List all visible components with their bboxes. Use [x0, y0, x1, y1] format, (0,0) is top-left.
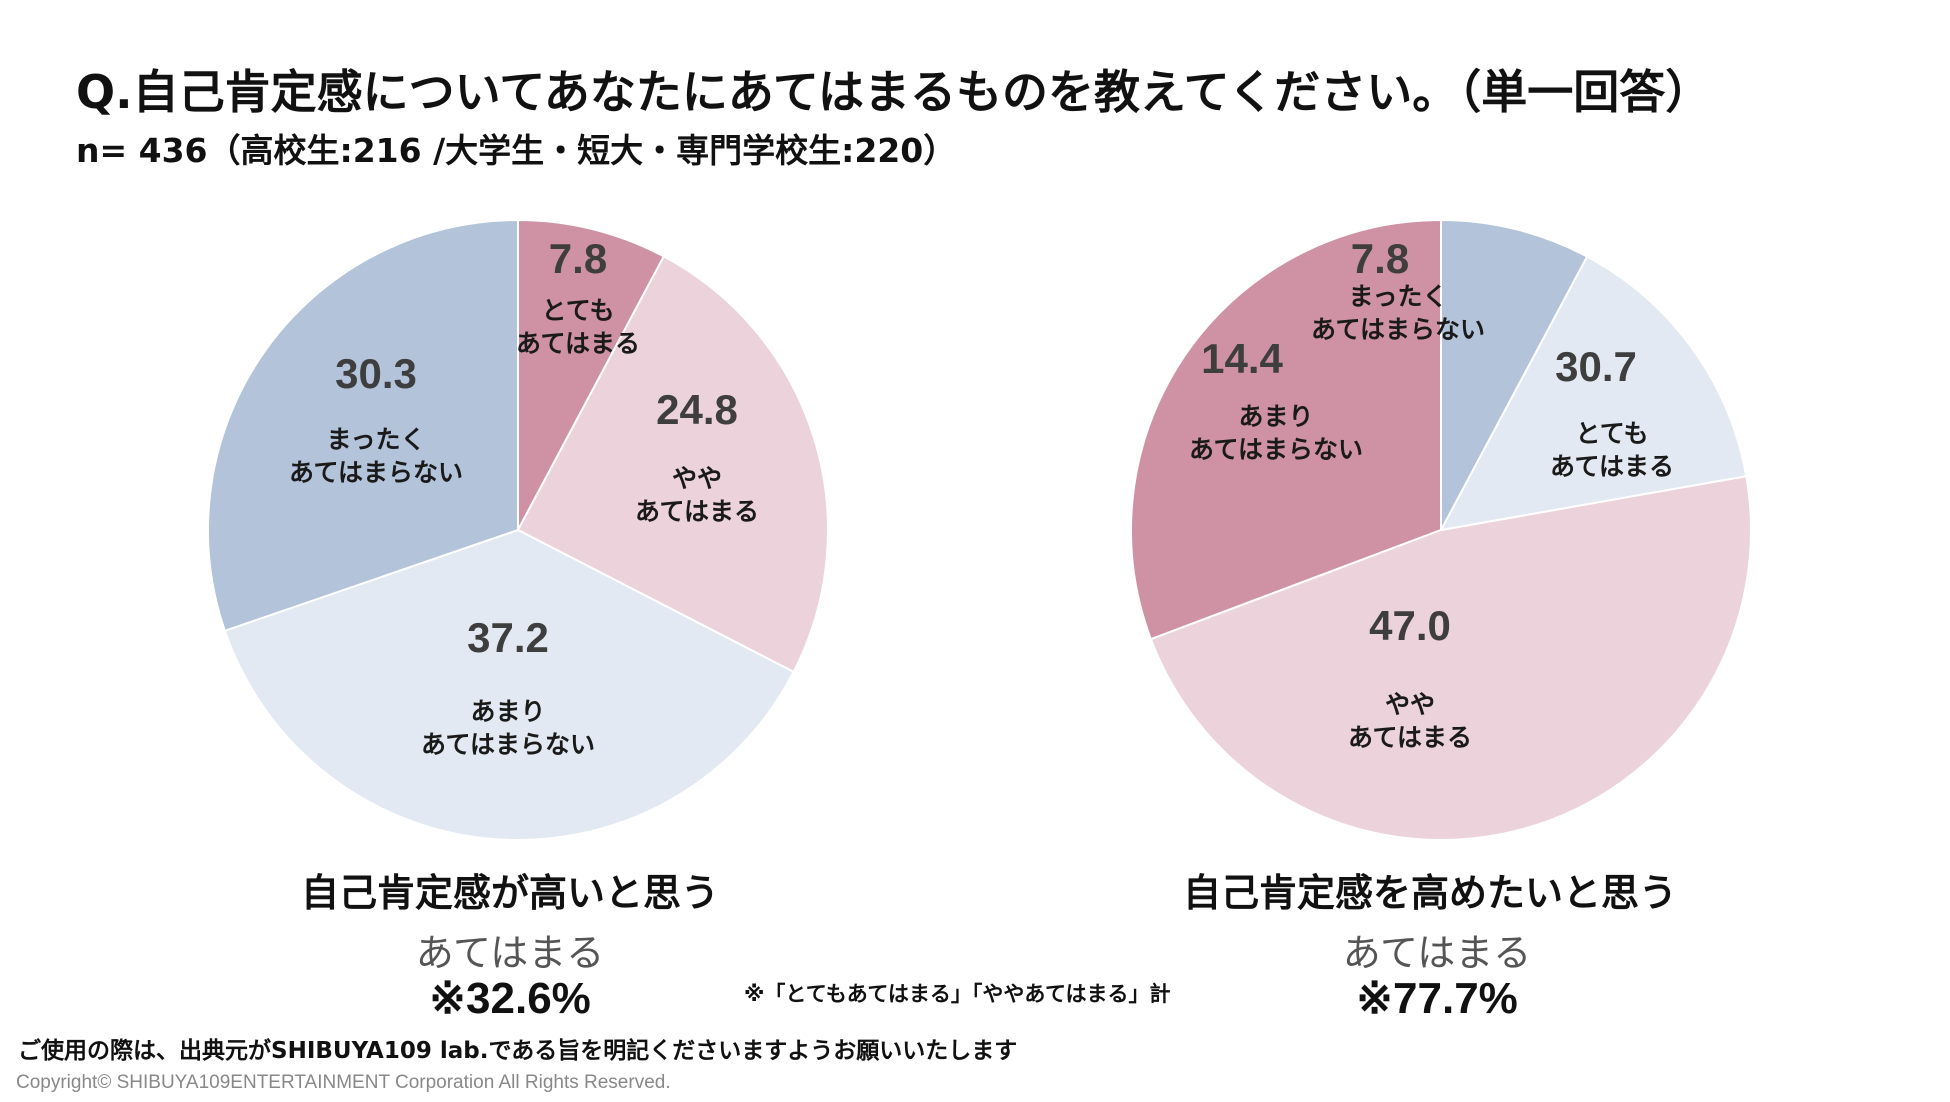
chart-title: 自己肯定感を高めたいと思う — [1182, 871, 1678, 915]
data-label-value: 37.2 — [467, 614, 549, 661]
data-label-value: 14.4 — [1201, 335, 1283, 382]
data-label-category: まったく — [1348, 282, 1447, 311]
data-label-value: 30.3 — [335, 350, 417, 397]
data-label-category: あてはまる — [516, 329, 640, 358]
copyright: Copyright© SHIBUYA109ENTERTAINMENT Corpo… — [16, 1072, 671, 1093]
data-label-category: あてはまる — [635, 497, 759, 526]
data-label-value: 7.8 — [1351, 235, 1409, 282]
pie-slice — [1439, 255, 1748, 532]
data-label-category: あてはまらない — [421, 730, 595, 759]
data-label-category: あてはまらない — [1189, 435, 1363, 464]
pie-slice — [517, 218, 666, 531]
data-label-category: あてはまらない — [289, 458, 463, 487]
data-label-value: 30.7 — [1555, 343, 1637, 390]
summary-value: ※77.7% — [1356, 974, 1518, 1023]
footnote: ※「とてもあてはまる」「ややあてはまる」計 — [744, 982, 1171, 1006]
data-label-value: 47.0 — [1369, 602, 1451, 649]
pie-slice — [516, 255, 829, 674]
data-label-category: やや — [1385, 690, 1435, 719]
pie-slice — [1440, 218, 1589, 531]
pie-slice — [223, 528, 795, 841]
data-label-category: あまり — [470, 697, 545, 726]
summary-label: あてはまる — [1342, 931, 1532, 975]
data-label-category: まったく — [326, 425, 425, 454]
data-label-category: あてはまる — [1550, 452, 1674, 481]
data-label-category: あまり — [1238, 402, 1313, 431]
data-label-category: とても — [541, 296, 614, 325]
data-label-value: 7.8 — [549, 235, 607, 282]
pie-slice — [207, 218, 519, 633]
page-title: Q.自己肯定感についてあなたにあてはまるものを教えてください。（単一回答） — [76, 65, 1712, 119]
summary-label: あてはまる — [415, 931, 605, 975]
pie-slice — [1149, 475, 1752, 841]
pie-slice — [1130, 218, 1442, 641]
data-label-category: あてはまる — [1348, 723, 1472, 752]
data-label-category: とても — [1575, 419, 1648, 448]
usage-notice: ご使用の際は、出典元がSHIBUYA109 lab.である旨を明記くださいますよ… — [18, 1038, 1018, 1064]
data-label-category: やや — [672, 464, 722, 493]
summary-value: ※32.6% — [429, 974, 591, 1023]
sample-size: n= 436（高校生:216 /大学生・短大・専門学校生:220） — [76, 131, 957, 170]
chart-title: 自己肯定感が高いと思う — [300, 871, 720, 915]
data-label-category: あてはまらない — [1311, 315, 1485, 344]
data-label-value: 24.8 — [656, 386, 738, 433]
